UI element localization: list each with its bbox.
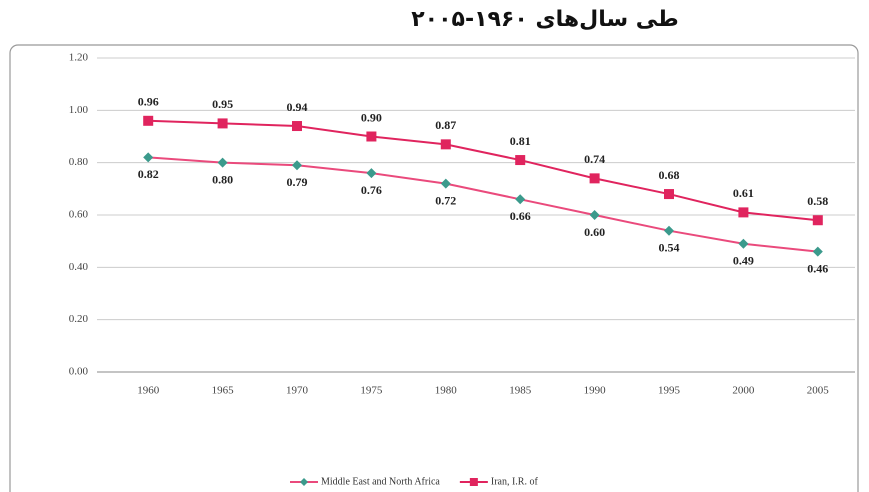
marker bbox=[589, 210, 600, 220]
y-tick-label: 0.60 bbox=[69, 209, 89, 221]
data-label: 0.58 bbox=[807, 194, 828, 208]
x-tick-label: 1960 bbox=[137, 385, 160, 397]
marker bbox=[217, 157, 228, 168]
marker bbox=[812, 215, 823, 226]
data-label: 0.87 bbox=[435, 118, 456, 132]
y-tick-label: 0.20 bbox=[69, 313, 89, 325]
data-label: 0.94 bbox=[287, 100, 308, 114]
marker bbox=[292, 121, 302, 132]
legend-label: Iran, I.R. of bbox=[491, 476, 539, 487]
data-label: 0.66 bbox=[510, 209, 531, 223]
marker bbox=[292, 160, 302, 171]
marker bbox=[738, 207, 749, 218]
marker bbox=[812, 246, 823, 257]
line bbox=[148, 119, 818, 222]
data-label: 0.54 bbox=[659, 240, 680, 254]
line bbox=[148, 156, 818, 253]
marker bbox=[515, 155, 526, 166]
marker bbox=[440, 139, 451, 150]
x-tick-label: 1985 bbox=[509, 385, 532, 397]
data-label: 0.80 bbox=[212, 172, 233, 186]
legend-label: Middle East and North Africa bbox=[321, 476, 440, 487]
legend-marker bbox=[300, 478, 308, 486]
x-tick-label: 1975 bbox=[360, 385, 383, 397]
data-label: 0.46 bbox=[807, 261, 828, 275]
x-tick-label: 2005 bbox=[807, 385, 830, 397]
data-label: 0.72 bbox=[435, 193, 456, 207]
x-tick-label: 2000 bbox=[732, 385, 755, 397]
data-label: 0.82 bbox=[138, 167, 159, 181]
y-tick-label: 0.40 bbox=[69, 261, 89, 273]
marker bbox=[366, 131, 377, 142]
x-tick-label: 1970 bbox=[286, 385, 309, 397]
data-label: 0.96 bbox=[138, 95, 159, 109]
data-label: 0.81 bbox=[510, 134, 531, 148]
data-label: 0.79 bbox=[287, 175, 308, 189]
data-label: 0.49 bbox=[733, 254, 754, 268]
marker bbox=[143, 115, 154, 126]
y-tick-label: 0.80 bbox=[69, 156, 89, 168]
legend-marker bbox=[469, 478, 478, 486]
x-tick-label: 1995 bbox=[658, 385, 681, 397]
x-tick-label: 1990 bbox=[584, 385, 607, 397]
marker bbox=[366, 168, 377, 179]
data-label: 0.90 bbox=[361, 110, 382, 124]
y-tick-label: 0.00 bbox=[69, 366, 89, 378]
y-tick-label: 1.20 bbox=[69, 52, 89, 64]
marker bbox=[440, 178, 451, 189]
marker bbox=[738, 238, 749, 249]
y-tick-label: 1.00 bbox=[69, 104, 89, 116]
marker bbox=[589, 173, 600, 184]
marker bbox=[664, 189, 674, 200]
data-label: 0.68 bbox=[659, 168, 680, 182]
marker bbox=[664, 225, 674, 236]
data-label: 0.95 bbox=[212, 97, 233, 111]
marker bbox=[515, 194, 526, 205]
chart-title: طی سال‌های ۱۹۶۰-۲۰۰۵ bbox=[411, 7, 679, 32]
chart-frame bbox=[9, 44, 859, 492]
data-label: 0.74 bbox=[584, 152, 605, 166]
x-tick-label: 1980 bbox=[435, 385, 458, 397]
data-label: 0.60 bbox=[584, 225, 605, 239]
data-label: 0.61 bbox=[733, 186, 754, 200]
data-label: 0.76 bbox=[361, 183, 382, 197]
marker bbox=[217, 118, 228, 129]
marker bbox=[143, 152, 154, 163]
x-tick-label: 1965 bbox=[212, 385, 235, 397]
